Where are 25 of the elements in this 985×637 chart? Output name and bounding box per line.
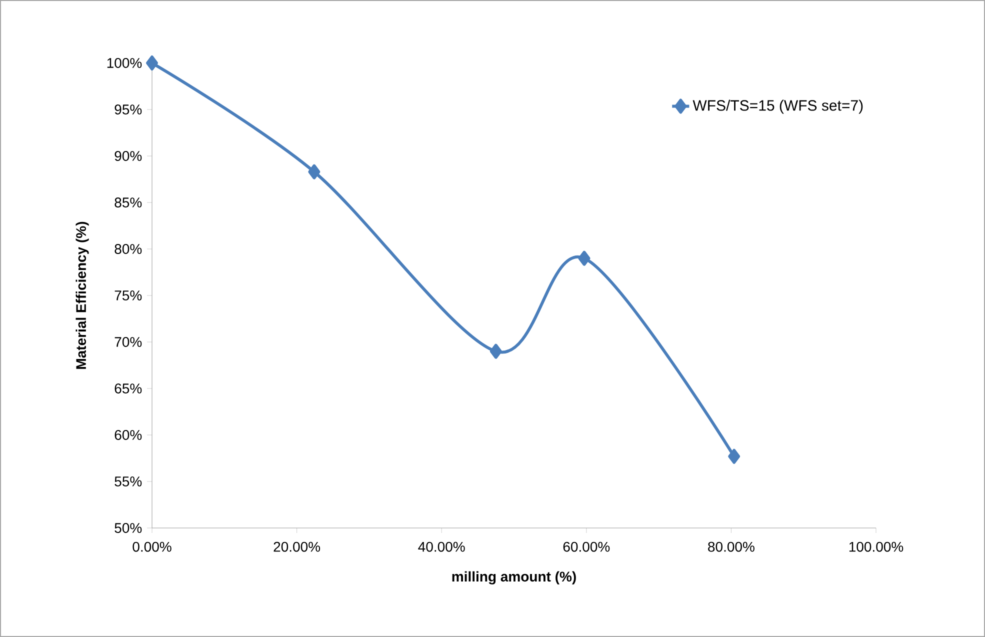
- point: [578, 250, 590, 266]
- y-tick-label: 80%: [114, 244, 142, 254]
- y-tick-label: 75%: [114, 290, 142, 300]
- point: [490, 344, 502, 359]
- x-axis-title: milling amount (%): [452, 571, 576, 584]
- y-tick-label: 50%: [114, 523, 142, 533]
- y-tick-label: 95%: [114, 104, 142, 114]
- x-tick-label: 40.00%: [418, 542, 465, 552]
- legend-label: WFS/TS=15 (WFS set=7): [692, 100, 863, 114]
- point: [146, 55, 158, 70]
- x-tick-label: 100.00%: [849, 542, 904, 552]
- x-tick-label: 0.00%: [132, 542, 172, 552]
- y-tick-label: 90%: [114, 151, 142, 161]
- y-tick-label: 85%: [114, 198, 142, 208]
- y-axis-title: Material Efficiency (%): [76, 222, 89, 369]
- y-tick-label: 100%: [107, 58, 142, 68]
- x-tick-label: 60.00%: [563, 542, 610, 552]
- y-tick-label: 70%: [114, 337, 142, 347]
- x-tick-label: 80.00%: [708, 542, 754, 552]
- point: [308, 164, 320, 180]
- y-tick-label: 60%: [114, 430, 142, 440]
- y-tick-label: 55%: [114, 476, 142, 486]
- y-tick-label: 65%: [114, 384, 142, 394]
- point: [728, 448, 740, 464]
- x-tick-label: 20.00%: [274, 542, 320, 552]
